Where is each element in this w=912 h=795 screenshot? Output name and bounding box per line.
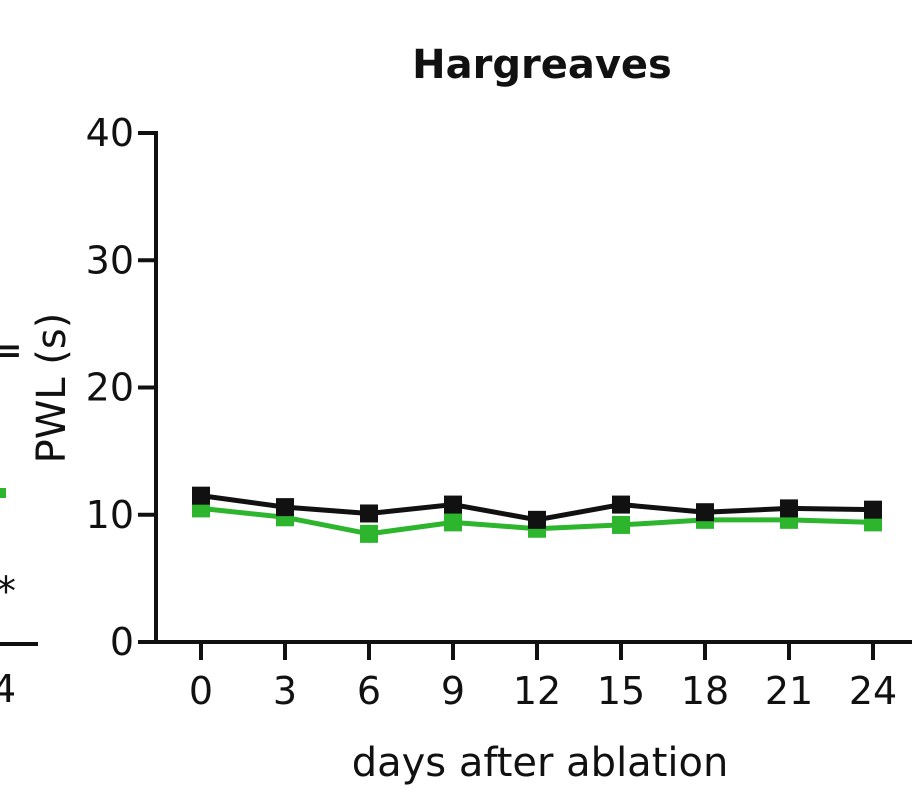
data-point	[780, 499, 798, 518]
x-tick-label: 18	[681, 669, 729, 713]
neighbor-significance-mark: *	[0, 569, 16, 615]
series-0	[192, 486, 882, 529]
x-tick-label: 0	[189, 669, 213, 713]
x-tick-label: 12	[513, 669, 561, 713]
x-tick-label: 21	[765, 669, 813, 713]
y-tick-label: 40	[86, 111, 134, 155]
data-point	[528, 510, 546, 529]
neighbor-panel-fragment: = * 4	[0, 331, 38, 711]
axes: 0 10 20 30 40 0 3 6 9 12 15 18 21 24	[86, 111, 912, 713]
chart-title: Hargreaves	[412, 42, 672, 88]
data-marks	[192, 486, 882, 543]
neighbor-glyph: =	[0, 331, 23, 371]
x-tick-label: 3	[273, 669, 297, 713]
y-tick-label: 0	[110, 620, 134, 664]
data-point	[612, 495, 630, 514]
y-tick-label: 10	[86, 493, 134, 537]
x-tick-label: 15	[597, 669, 645, 713]
x-tick-label: 9	[441, 669, 465, 713]
data-point	[864, 500, 882, 519]
data-point	[612, 515, 630, 534]
x-tick-label: 6	[357, 669, 381, 713]
data-point	[444, 495, 462, 514]
y-tick-label: 20	[86, 366, 134, 410]
neighbor-tick-label: 4	[0, 667, 16, 711]
data-point	[696, 503, 714, 522]
data-point	[192, 486, 210, 505]
data-point	[360, 504, 378, 523]
data-point	[276, 498, 294, 517]
neighbor-green-mark	[0, 488, 6, 498]
y-axis-label: PWL (s)	[29, 313, 75, 464]
y-tick-label: 30	[86, 238, 134, 282]
x-axis-label: days after ablation	[352, 740, 729, 786]
data-point	[444, 513, 462, 532]
data-point	[360, 524, 378, 543]
x-tick-label: 24	[849, 669, 897, 713]
